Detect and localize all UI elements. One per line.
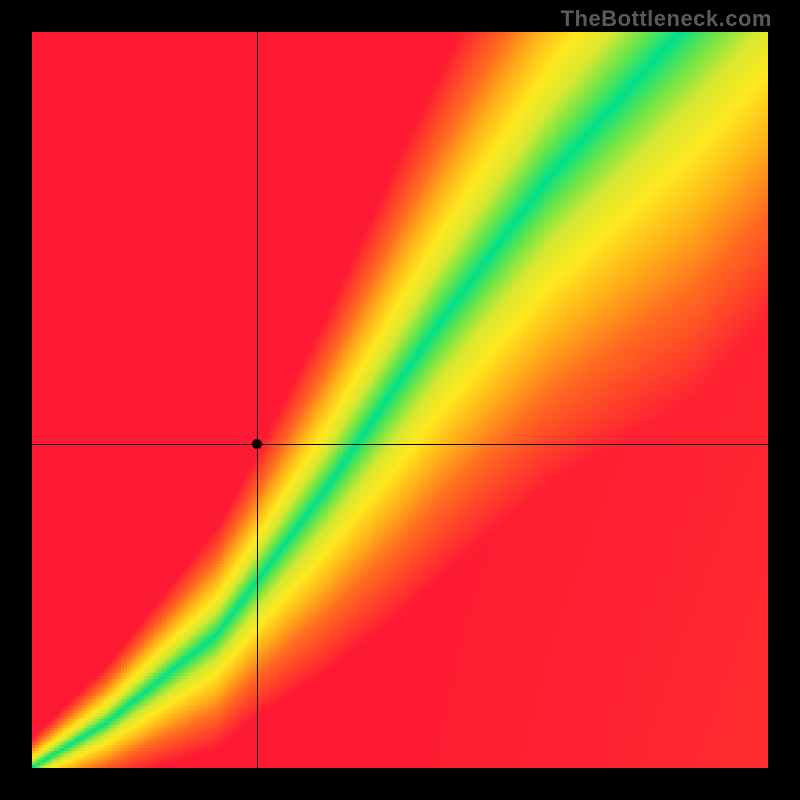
marker-point [252,439,262,449]
chart-frame: TheBottleneck.com [0,0,800,800]
crosshair-vertical [257,32,258,768]
crosshair-horizontal [32,444,768,445]
heatmap-canvas [32,32,768,768]
plot-area [32,32,768,768]
watermark-text: TheBottleneck.com [561,6,772,32]
